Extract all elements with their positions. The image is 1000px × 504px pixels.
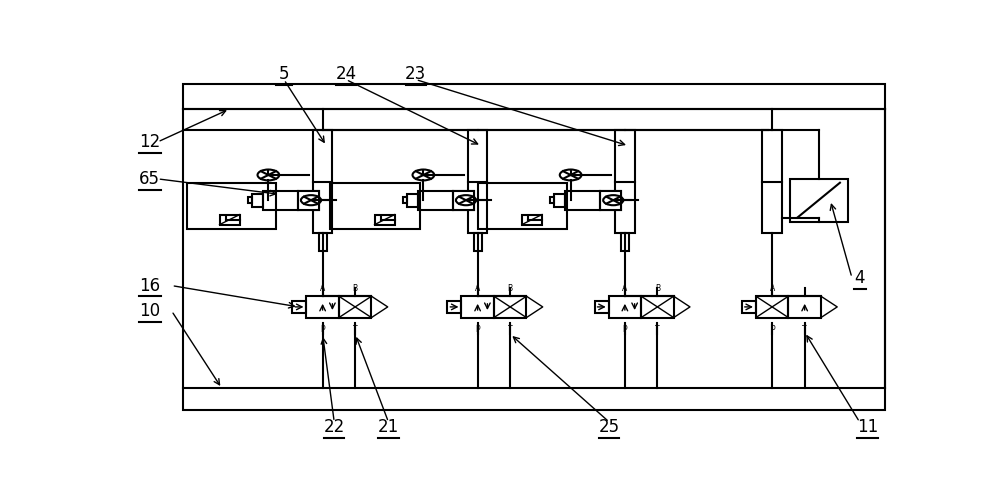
Bar (407, 194, 418, 207)
Bar (313, 131, 332, 233)
Text: P: P (475, 325, 480, 334)
Bar (248, 197, 252, 203)
Bar (339, 296, 371, 318)
Bar (550, 197, 554, 203)
Bar (494, 296, 526, 318)
Text: A: A (320, 284, 325, 293)
Text: P: P (320, 325, 325, 334)
Bar (447, 300, 461, 313)
Bar (187, 183, 276, 229)
Text: A: A (475, 284, 480, 293)
Text: 16: 16 (139, 277, 160, 294)
Bar (306, 296, 339, 318)
Text: 5: 5 (279, 65, 289, 83)
Bar (403, 197, 407, 203)
Bar (790, 179, 848, 222)
Text: 23: 23 (405, 65, 426, 83)
Text: T: T (655, 325, 660, 334)
Bar (600, 191, 621, 210)
Bar (292, 300, 306, 313)
Text: B: B (508, 284, 513, 293)
Bar (621, 233, 629, 250)
Text: P: P (623, 325, 627, 334)
Bar (615, 131, 635, 233)
Bar (756, 296, 788, 318)
Text: 21: 21 (378, 418, 399, 436)
Text: 22: 22 (324, 418, 345, 436)
Bar (461, 296, 494, 318)
Bar (762, 131, 782, 233)
Bar (468, 131, 487, 233)
Bar (478, 183, 567, 229)
Bar (609, 296, 641, 318)
Bar (554, 194, 565, 207)
Text: 25: 25 (599, 418, 620, 436)
Bar (474, 233, 482, 250)
Bar (418, 191, 474, 210)
Text: A: A (770, 284, 775, 293)
Text: T: T (353, 325, 357, 334)
Bar (319, 233, 326, 250)
Text: B: B (353, 284, 358, 293)
Bar (375, 215, 395, 225)
Bar (298, 191, 319, 210)
Bar (641, 296, 674, 318)
Bar (220, 215, 240, 225)
Text: T: T (802, 325, 807, 334)
Bar (453, 191, 474, 210)
Bar (252, 194, 263, 207)
Text: 65: 65 (139, 170, 160, 188)
Bar (183, 84, 885, 410)
Bar (522, 215, 542, 225)
Bar (263, 191, 319, 210)
Text: T: T (508, 325, 512, 334)
Bar (788, 296, 821, 318)
Text: B: B (655, 284, 660, 293)
Text: A: A (622, 284, 628, 293)
Bar (565, 191, 621, 210)
Text: 24: 24 (335, 65, 356, 83)
Text: 10: 10 (139, 302, 160, 320)
Text: 11: 11 (857, 418, 878, 436)
Bar (330, 183, 420, 229)
Bar (595, 300, 609, 313)
Text: 12: 12 (139, 133, 160, 151)
Text: 4: 4 (854, 269, 865, 287)
Text: P: P (770, 325, 774, 334)
Bar (742, 300, 756, 313)
